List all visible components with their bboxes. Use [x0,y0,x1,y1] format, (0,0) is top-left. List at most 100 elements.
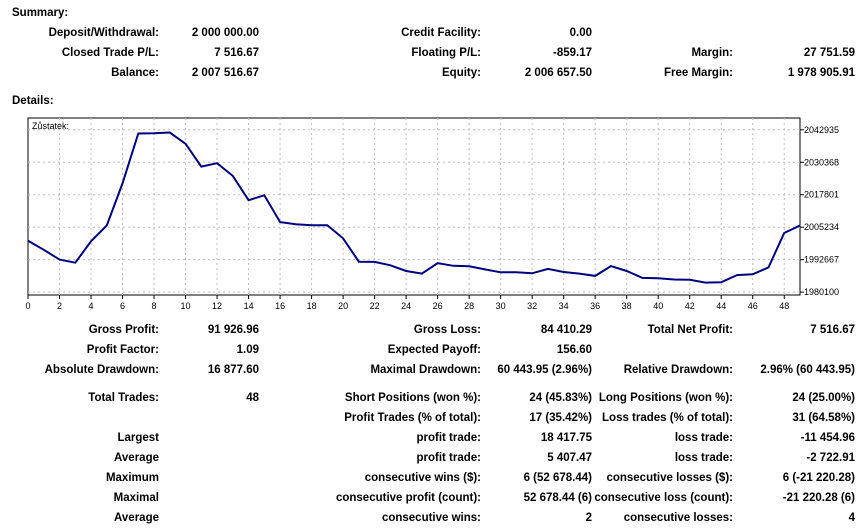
y-tick-label: 1980100 [804,287,839,297]
avg-consecutive-wins-label: consecutive wins: [381,512,481,524]
largest-loss-trade-label: loss trade: [674,432,733,444]
absolute-drawdown-label: Absolute Drawdown: [44,364,159,376]
maximum-label: Maximum [105,472,159,484]
x-tick-label: 38 [622,301,632,311]
x-tick-label: 2 [57,301,62,311]
floating-pl-label: Floating P/L: [411,47,481,59]
x-tick-label: 48 [779,301,789,311]
absolute-drawdown-value: 16 877.60 [207,364,259,376]
maximal-drawdown-value: 60 443.95 (2.96%) [497,364,592,376]
x-tick-label: 16 [275,301,285,311]
total-trades-label: Total Trades: [88,392,159,404]
y-tick-label: 1992667 [804,255,839,265]
average-label: Average [114,452,159,464]
profit-trades-label: Profit Trades (% of total): [344,412,481,424]
largest-profit-trade-value: 18 417.75 [540,432,592,444]
x-tick-label: 30 [496,301,506,311]
x-tick-label: 46 [748,301,758,311]
balance-value: 2 007 516.67 [191,67,259,79]
x-tick-label: 18 [307,301,317,311]
profit-trades-value: 17 (35.42%) [529,412,592,424]
y-tick-label: 2042935 [804,125,839,135]
gross-loss-label: Gross Loss: [413,324,481,336]
total-net-profit-value: 7 516.67 [810,324,855,336]
relative-drawdown-value: 2.96% (60 443.95) [760,364,855,376]
maximal-drawdown-label: Maximal Drawdown: [370,364,481,376]
free-margin-label: Free Margin: [663,67,733,79]
average-consecutive-label: Average [114,512,159,524]
balance-series-line [27,131,801,284]
margin-value: 27 751.59 [803,47,855,59]
maximal-consecutive-loss-label: consecutive loss (count): [594,492,733,504]
long-positions-value: 24 (25.00%) [792,392,855,404]
profit-factor-label: Profit Factor: [86,344,159,356]
maximal-consecutive-loss-value: -21 220.28 (6) [782,492,855,504]
y-tick-label: 2005234 [804,222,839,232]
balance-chart: Zůstatek: 0 2 4 6 8 10 12 14 16 18 20 22 24 26 28 30 32 3… [25,117,839,311]
max-consecutive-losses-value: 6 (-21 220.28) [782,472,855,484]
free-margin-value: 1 978 905.91 [787,67,855,79]
largest-profit-trade-label: profit trade: [416,432,481,444]
average-loss-trade-value: -2 722.91 [806,452,855,464]
maximal-consecutive-profit-value: 52 678.44 (6) [523,492,592,504]
deposit-label: Deposit/Withdrawal: [48,27,159,39]
credit-facility-label: Credit Facility: [401,27,481,39]
gross-profit-label: Gross Profit: [88,324,159,336]
deposit-value: 2 000 000.00 [191,27,259,39]
max-consecutive-wins-value: 6 (52 678.44) [523,472,592,484]
margin-label: Margin: [691,47,733,59]
maximal-consecutive-profit-label: consecutive profit (count): [335,492,481,504]
relative-drawdown-label: Relative Drawdown: [623,364,733,376]
average-loss-trade-label: loss trade: [674,452,733,464]
closed-trade-pl-value: 7 516.67 [214,47,259,59]
max-consecutive-losses-label: consecutive losses ($): [606,472,733,484]
long-positions-label: Long Positions (won %): [598,392,733,404]
gross-profit-value: 91 926.96 [207,324,259,336]
loss-trades-value: 31 (64.58%) [792,412,855,424]
x-tick-label: 0 [25,301,30,311]
equity-label: Equity: [442,67,481,79]
chart-title: Zůstatek: [32,121,69,131]
avg-consecutive-losses-value: 4 [848,512,855,524]
details-heading: Details: [12,95,54,107]
y-tick-label: 2030368 [804,157,839,167]
summary-heading: Summary: [12,7,69,19]
chart-plot-area [27,117,801,296]
x-tick-label: 36 [590,301,600,311]
maximal-label: Maximal [113,492,159,504]
x-tick-label: 42 [685,301,695,311]
closed-trade-pl-label: Closed Trade P/L: [61,47,159,59]
average-profit-trade-value: 5 407.47 [547,452,592,464]
x-tick-label: 22 [370,301,380,311]
average-profit-trade-label: profit trade: [416,452,481,464]
max-consecutive-wins-label: consecutive wins ($): [364,472,481,484]
x-tick-label: 12 [212,301,222,311]
largest-loss-trade-value: -11 454.96 [800,432,855,444]
equity-value: 2 006 657.50 [524,67,592,79]
total-trades-value: 48 [246,392,259,404]
expected-payoff-value: 156.60 [556,344,592,356]
x-tick-label: 24 [401,301,411,311]
x-tick-label: 20 [338,301,348,311]
x-tick-label: 32 [527,301,537,311]
avg-consecutive-losses-label: consecutive losses: [623,512,733,524]
y-tick-label: 2017801 [804,190,839,200]
short-positions-label: Short Positions (won %): [344,392,481,404]
x-tick-label: 14 [244,301,254,311]
loss-trades-label: Loss trades (% of total): [602,412,733,424]
x-tick-label: 10 [181,301,191,311]
floating-pl-value: -859.17 [552,47,592,59]
credit-facility-value: 0.00 [569,27,592,39]
x-tick-label: 8 [152,301,157,311]
total-net-profit-label: Total Net Profit: [647,324,733,336]
x-tick-label: 28 [464,301,474,311]
x-tick-label: 4 [89,301,94,311]
x-tick-label: 40 [653,301,663,311]
x-tick-label: 26 [433,301,443,311]
x-tick-label: 44 [716,301,726,311]
avg-consecutive-wins-value: 2 [585,512,592,524]
x-tick-label: 6 [120,301,125,311]
gross-loss-value: 84 410.29 [540,324,592,336]
largest-label: Largest [117,432,159,444]
short-positions-value: 24 (45.83%) [529,392,592,404]
